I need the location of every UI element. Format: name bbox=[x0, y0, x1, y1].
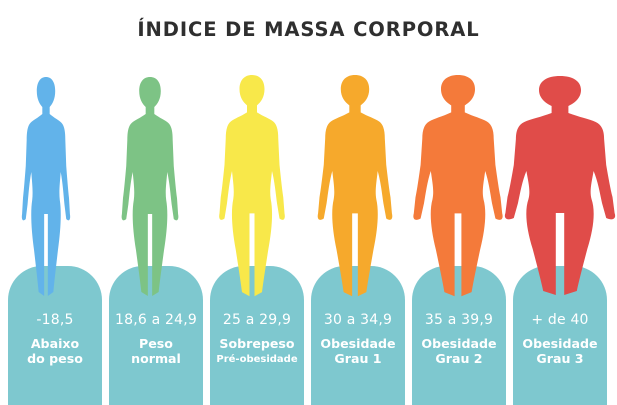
bmi-range: 30 a 34,9 bbox=[323, 312, 393, 328]
bmi-range: -18,5 bbox=[36, 312, 74, 328]
bmi-range: 35 a 39,9 bbox=[424, 312, 494, 328]
category-label: Obesidade Grau 2 bbox=[412, 336, 506, 366]
bmi-range: 18,6 a 24,9 bbox=[114, 312, 198, 328]
normal-body-icon bbox=[121, 77, 179, 296]
category-label: Sobrepeso bbox=[210, 336, 304, 351]
pedestal-obesity-3: + de 40 Obesidade Grau 3 bbox=[513, 266, 607, 405]
pedestal-obesity-1: 30 a 34,9 Obesidade Grau 1 bbox=[311, 266, 405, 405]
category-label-line1: Obesidade bbox=[320, 336, 396, 351]
category-label: Obesidade Grau 1 bbox=[311, 336, 405, 366]
category-sublabel: Pré-obesidade bbox=[216, 354, 298, 365]
obese-3-body-icon bbox=[504, 76, 616, 295]
category-label: Peso normal bbox=[109, 336, 203, 366]
category-label: Obesidade Grau 3 bbox=[513, 336, 607, 366]
obese-2-body-icon bbox=[413, 75, 503, 297]
category-label-line2: Grau 1 bbox=[334, 351, 382, 366]
bmi-range: 25 a 29,9 bbox=[222, 312, 292, 328]
category-label-line2: normal bbox=[131, 351, 181, 366]
bmi-range: + de 40 bbox=[531, 312, 589, 328]
category-label-line1: Peso bbox=[139, 336, 173, 351]
pedestal-underweight: -18,5 Abaixo do peso bbox=[8, 266, 102, 405]
category-label: Abaixo do peso bbox=[8, 336, 102, 366]
category-label-line2: Grau 2 bbox=[435, 351, 483, 366]
category-label-line1: Abaixo bbox=[30, 336, 80, 351]
category-label-line2: do peso bbox=[27, 351, 83, 366]
category-label-line1: Obesidade bbox=[522, 336, 598, 351]
slim-body-icon bbox=[21, 77, 71, 296]
overweight-body-icon bbox=[219, 75, 285, 297]
category-label-line1: Sobrepeso bbox=[219, 336, 295, 351]
category-label-line1: Obesidade bbox=[421, 336, 497, 351]
category-label-line2: Grau 3 bbox=[536, 351, 584, 366]
pedestal-normal: 18,6 a 24,9 Peso normal bbox=[109, 266, 203, 405]
page-title: ÍNDICE DE MASSA CORPORAL bbox=[137, 18, 480, 41]
obese-1-body-icon bbox=[317, 75, 393, 297]
pedestal-obesity-2: 35 a 39,9 Obesidade Grau 2 bbox=[412, 266, 506, 405]
